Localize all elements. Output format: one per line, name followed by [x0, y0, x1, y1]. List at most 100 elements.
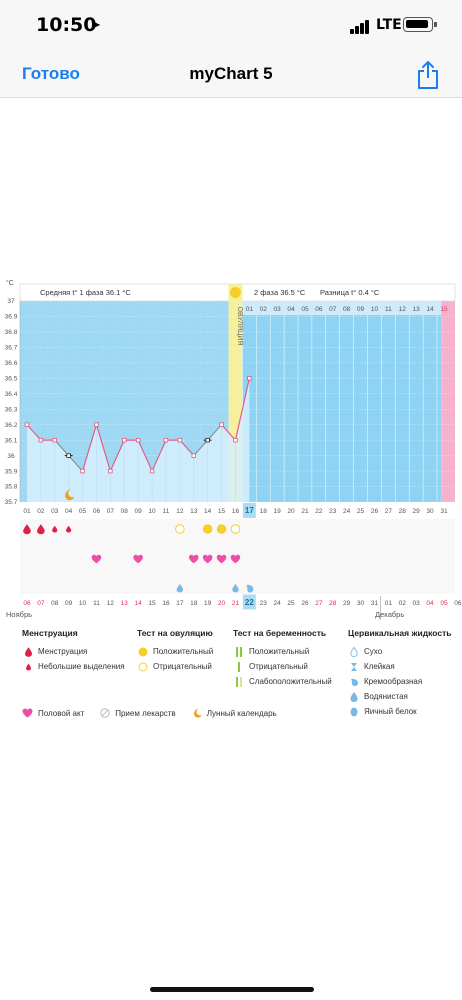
- document-title: myChart 5: [189, 64, 273, 83]
- date-label: 08: [51, 600, 59, 607]
- y-tick-label: 36: [7, 453, 15, 460]
- phase2-day-row: [242, 301, 442, 315]
- temperature-line-segment: [234, 378, 250, 441]
- temperature-point: [233, 437, 238, 443]
- cycle-day-label: 30: [426, 508, 434, 515]
- done-button[interactable]: Готово: [22, 64, 80, 83]
- y-tick-label: 36.5: [5, 376, 18, 383]
- temperature-line-segment: [179, 439, 195, 456]
- temperature-point: [108, 468, 113, 474]
- temperature-point: [191, 453, 196, 458]
- cycle-day-label: 29: [413, 508, 421, 515]
- cycle-day-label: 09: [135, 508, 143, 515]
- current-date-highlight: [242, 594, 256, 610]
- y-tick-label: 36.3: [5, 406, 18, 413]
- phase2-average-label: 2 фаза 36.5 °C: [254, 288, 306, 297]
- date-label: 29: [343, 600, 351, 607]
- y-tick-label: 35.9: [5, 468, 18, 475]
- date-label: 10: [79, 600, 87, 607]
- intercourse-heart-icon: [188, 554, 199, 564]
- ovulation-test-negative-icon: [175, 524, 185, 534]
- legend-menstruation: Менструация Менструация Небольшие выделе…: [22, 628, 125, 671]
- sticky-icon: [348, 662, 360, 672]
- bbt-chart-svg: 37 36.9 36.8 36.7 36.6 36.5 36.4 36.3 36.2 36.1 36…: [5, 283, 462, 620]
- cycle-day-label: 22: [315, 508, 323, 515]
- lunar-calendar-moon-icon: [65, 489, 75, 501]
- date-label: 21: [232, 600, 240, 607]
- cycle-day-label: 19: [274, 508, 282, 515]
- cycle-day-label: 02: [37, 508, 45, 515]
- phase2-day-label: 03: [274, 306, 282, 313]
- heart-icon: [22, 708, 33, 718]
- one-line-icon: [233, 661, 245, 672]
- date-label: 06: [454, 600, 462, 607]
- menstruation-drop-icon: [23, 524, 31, 535]
- temperature-difference-label: Разница t° 0.4 °C: [320, 288, 380, 297]
- faint-lines-icon: [233, 676, 245, 687]
- y-tick-label: 36.6: [5, 360, 18, 367]
- temperature-point: [149, 468, 155, 474]
- legend-pregnancy-test: Тест на беременность Положительный Отриц…: [233, 628, 332, 687]
- ovulation-test-negative-icon: [230, 524, 241, 534]
- cycle-day-label: 08: [121, 508, 129, 515]
- ovulation-vertical-label: ОВУЛЯЦИЯ: [236, 306, 243, 345]
- cycle-day-label: 03: [51, 508, 59, 515]
- cycle-day-label: 10: [148, 508, 156, 515]
- negative-circle-icon: [137, 662, 149, 672]
- temperature-point: [247, 376, 252, 381]
- intercourse-heart-icon: [230, 554, 241, 564]
- temperature-point: [219, 422, 224, 427]
- legend-cervical-fluid: Цервикальная жидкость Сухо Клейкая Кремо…: [348, 628, 452, 716]
- temperature-line-segment: [207, 424, 222, 441]
- navigation-bar: Готово myChart 5: [0, 52, 462, 98]
- temperature-point: [163, 437, 169, 443]
- y-tick-label: 36.4: [5, 391, 18, 398]
- y-tick-label: 35.8: [5, 484, 18, 491]
- home-indicator: [150, 987, 314, 992]
- cycle-end-column: [441, 301, 455, 502]
- pill-icon: [100, 708, 111, 718]
- cycle-day-label: 04: [65, 508, 73, 515]
- temperature-line-segment: [68, 455, 83, 472]
- temperature-line-segment: [193, 439, 209, 456]
- temperature-point: [122, 437, 127, 443]
- location-arrow-icon: ➤: [90, 17, 101, 32]
- intercourse-heart-icon: [202, 554, 213, 564]
- moon-icon: [192, 708, 202, 718]
- temperature-line-segment: [151, 439, 167, 472]
- date-label: 03: [413, 600, 421, 607]
- temperature-line-segment: [137, 439, 153, 472]
- drop-icon: [22, 646, 34, 657]
- cycle-day-label: 25: [357, 508, 365, 515]
- date-label: 25: [287, 600, 295, 607]
- y-tick-label: 36.1: [5, 437, 18, 444]
- cycle-day-label: 24: [343, 508, 351, 515]
- phase2-background: [242, 315, 442, 502]
- intercourse-heart-icon: [216, 554, 227, 564]
- date-label: 14: [135, 600, 143, 607]
- intercourse-heart-icon: [133, 554, 143, 564]
- date-label: 15: [148, 600, 156, 607]
- date-label: 26: [301, 600, 309, 607]
- creamy-icon: [348, 677, 360, 687]
- y-tick-label: 36.9: [5, 314, 18, 321]
- positive-circle-icon: [137, 647, 149, 657]
- temperature-point: [135, 437, 141, 443]
- phase2-day-label: 11: [385, 306, 392, 313]
- status-bar: 10:50 ➤ LTE: [0, 0, 462, 52]
- cervical-watery-icon: [176, 584, 184, 593]
- cycle-day-label: 21: [301, 508, 309, 515]
- cycle-day-label: 17: [245, 506, 254, 515]
- current-day-highlight: [242, 503, 256, 518]
- cycle-day-label: 23: [329, 508, 337, 515]
- date-label: 06: [23, 600, 31, 607]
- date-label: 09: [65, 600, 73, 607]
- temperature-point: [38, 437, 44, 443]
- date-label: 12: [107, 600, 115, 607]
- date-label: 16: [162, 600, 170, 607]
- dry-icon: [348, 646, 360, 657]
- share-icon[interactable]: [416, 60, 440, 90]
- cycle-day-label: 31: [440, 508, 448, 515]
- temperature-point: [177, 437, 183, 443]
- month-end-label: Декабрь: [375, 610, 405, 619]
